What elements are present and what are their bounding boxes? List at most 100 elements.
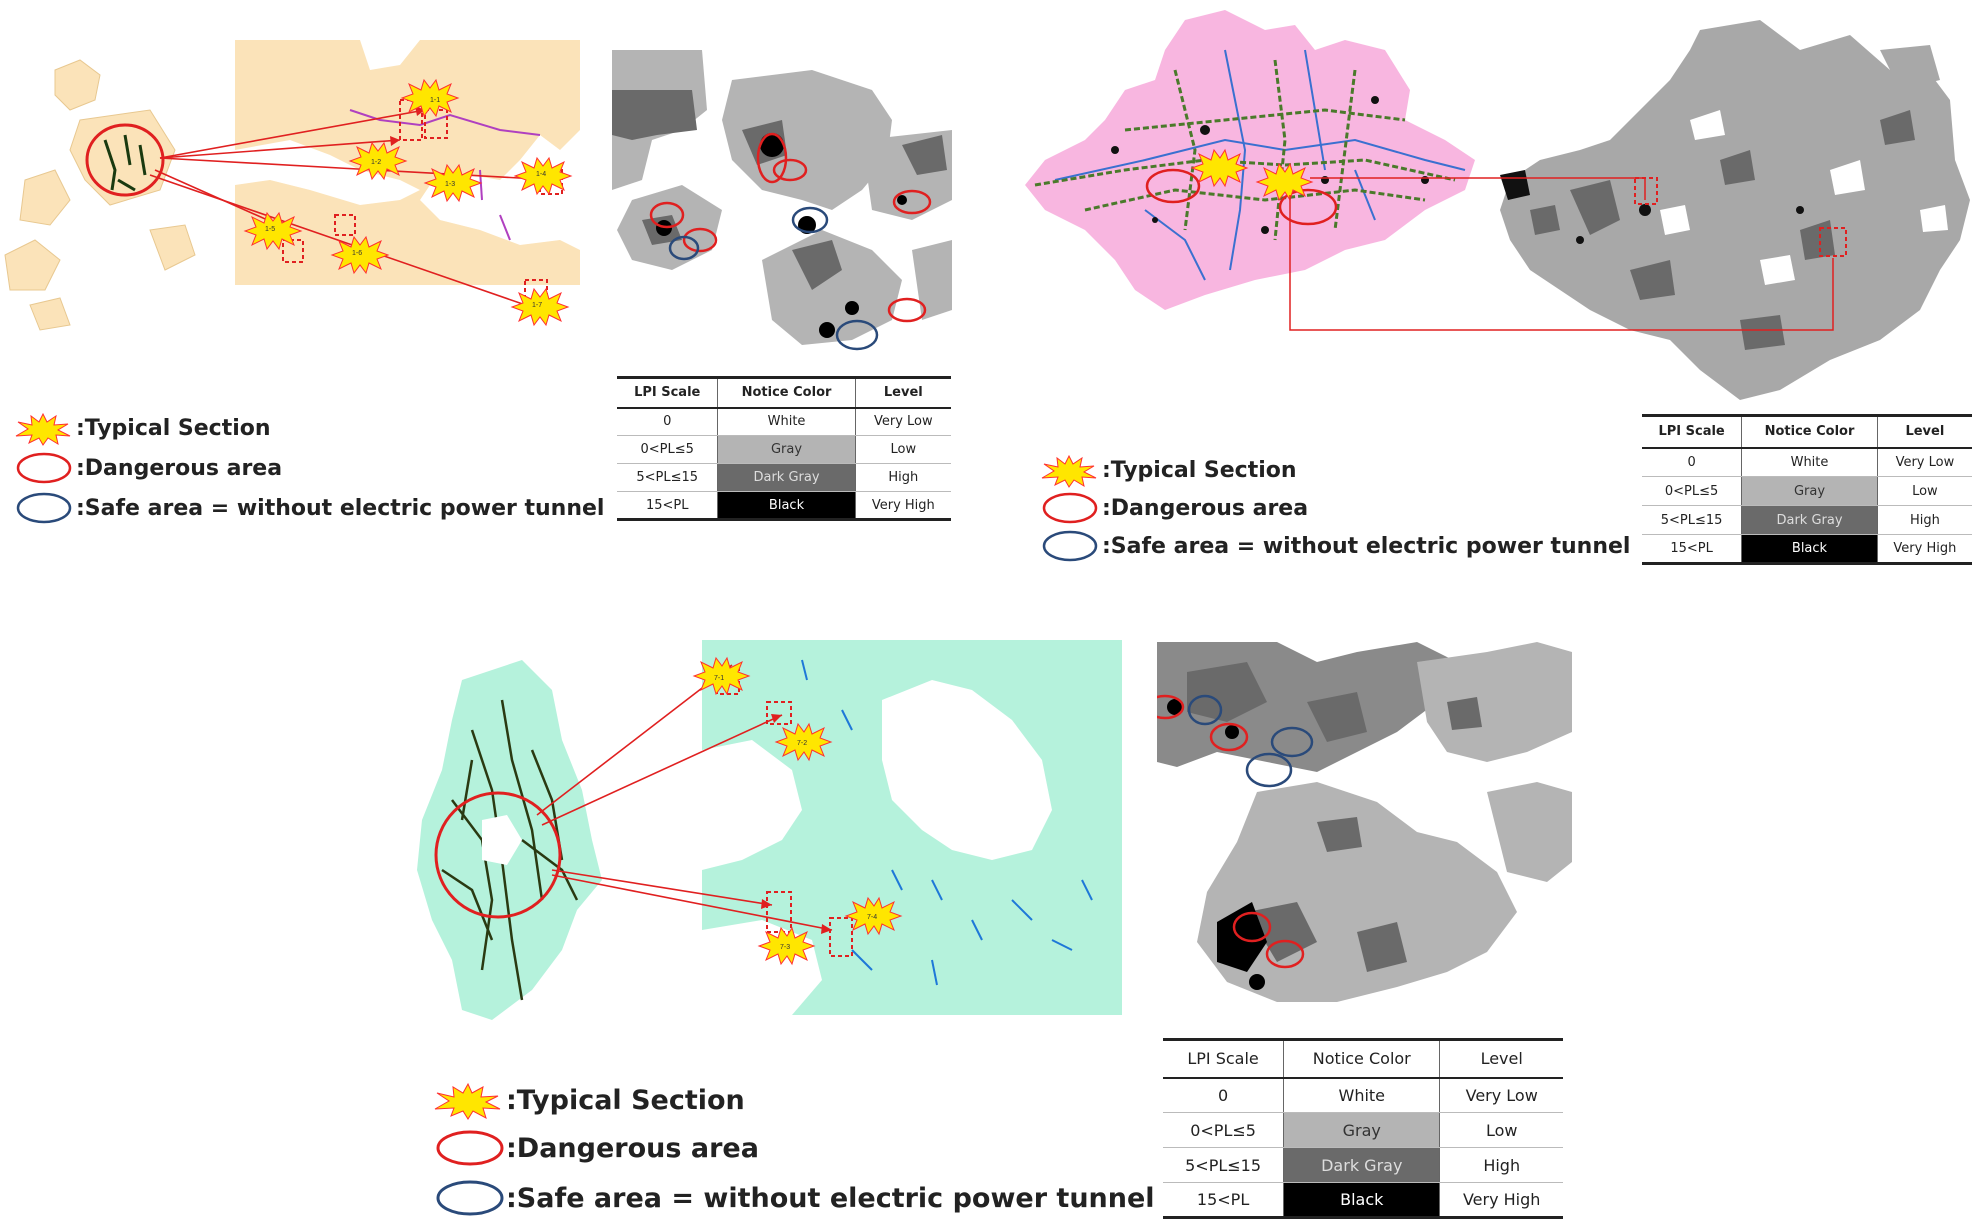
svg-text:1-4: 1-4 <box>536 171 546 178</box>
svg-text:1-2: 1-2 <box>371 159 381 166</box>
overview-island <box>19 169 71 226</box>
lpi-header-level: Level <box>1439 1038 1563 1079</box>
legend-label-dangerous-area: :Dangerous area <box>506 1132 759 1164</box>
lpi-level-cell: Very High <box>854 491 951 521</box>
legend-panel-2: :Typical Section :Dangerous area :Safe a… <box>1038 452 1630 572</box>
lpi-scale-cell: 5<PL≤15 <box>1642 505 1742 535</box>
lpi-color-cell: Gray <box>1283 1112 1440 1148</box>
legend-panel-3: :Typical Section :Dangerous area :Safe a… <box>430 1080 1155 1225</box>
lpi-map-panel-1 <box>612 50 952 355</box>
lpi-level-cell: Low <box>854 435 951 464</box>
typical-section-star: 7-1 <box>692 656 751 696</box>
legend-label-safe-area: :Safe area = without electric power tunn… <box>1102 533 1631 559</box>
lpi-scale-cell: 0<PL≤5 <box>617 435 718 464</box>
lpi-level-cell: High <box>1876 505 1972 535</box>
lpi-header-level: Level <box>854 376 951 409</box>
legend-label-typical-section: :Typical Section <box>76 415 271 441</box>
lpi-color-cell: Dark Gray <box>717 463 856 492</box>
table-row: 5<PL≤15 Dark Gray High <box>1163 1147 1563 1183</box>
lpi-scale-cell: 0 <box>1642 447 1742 477</box>
overview-island <box>4 239 61 291</box>
zoom-map-coast <box>702 740 802 870</box>
map-panel-1: 1-1 1-2 1-3 1-4 1-5 1-6 1-7 <box>0 40 580 360</box>
lpi-level-cell: Low <box>1876 476 1972 506</box>
lpi-color-cell: Dark Gray <box>1741 505 1878 535</box>
lpi-scale-cell: 15<PL <box>1163 1182 1284 1219</box>
lpi-level-cell: Very Low <box>1876 447 1972 477</box>
svg-text:1-5: 1-5 <box>265 226 275 233</box>
table-row: 0 White Very Low <box>617 407 951 436</box>
lpi-color-cell: Gray <box>1741 476 1878 506</box>
city-map-land <box>1025 10 1475 310</box>
lpi-scale-cell: 5<PL≤15 <box>617 463 718 492</box>
svg-text:1-1: 1-1 <box>430 97 440 104</box>
svg-text:7-1: 7-1 <box>714 675 724 682</box>
overview-island <box>149 224 196 271</box>
lpi-color-cell: White <box>1741 447 1878 477</box>
lpi-map-panel-3 <box>1157 642 1572 1017</box>
lpi-color-cell: Gray <box>717 435 856 464</box>
typical-section-box <box>282 239 304 263</box>
table-row: 0 White Very Low <box>1163 1077 1563 1113</box>
legend-panel-1: :Typical Section :Dangerous area :Safe a… <box>12 410 604 530</box>
lpi-color-cell: Black <box>1283 1182 1440 1219</box>
dangerous-area-icon <box>1042 492 1098 524</box>
lpi-header-color: Notice Color <box>1741 414 1878 449</box>
table-row: 0<PL≤5 Gray Low <box>1642 476 1972 506</box>
typical-section-star: 7-4 <box>844 896 903 936</box>
lpi-level-cell: High <box>1439 1147 1563 1183</box>
typical-section-star: 1-3 <box>423 163 483 203</box>
lpi-level-cell: Low <box>1439 1112 1563 1148</box>
lpi-table-1: LPI Scale Notice Color Level 0 White Ver… <box>617 376 951 521</box>
lpi-scale-cell: 15<PL <box>1642 534 1742 565</box>
typical-section-star: 1-5 <box>243 211 303 251</box>
map-panel-3: 7-1 7-2 7-3 7-4 <box>412 640 1122 1030</box>
svg-text:7-4: 7-4 <box>867 914 877 921</box>
dangerous-area-circle <box>887 297 927 323</box>
lpi-level-cell: High <box>854 463 951 492</box>
dangerous-area-circle <box>1157 694 1185 720</box>
typical-section-star: 1-7 <box>510 287 570 327</box>
typical-section-star: 1-6 <box>330 235 390 275</box>
lpi-header-color: Notice Color <box>717 376 856 409</box>
typical-section-star: 1-4 <box>513 156 573 196</box>
zoom-map-land <box>235 40 580 285</box>
table-row: 15<PL Black Very High <box>1163 1182 1563 1219</box>
dangerous-area-icon <box>436 1130 504 1166</box>
dangerous-area-circle <box>434 791 562 919</box>
typical-section-box <box>766 701 792 725</box>
map-panel-2 <box>1025 10 1485 330</box>
safe-area-circle <box>1245 752 1293 788</box>
safe-area-circle <box>668 235 700 261</box>
safe-area-circle <box>835 319 879 351</box>
typical-section-star-icon <box>434 1082 501 1120</box>
lpi-color-cell: Black <box>1741 534 1878 565</box>
lpi-color-cell: Black <box>717 491 856 521</box>
lpi-color-cell: White <box>717 407 856 436</box>
zoom-map-water <box>235 140 420 205</box>
dangerous-area-circle <box>892 189 932 215</box>
dangerous-area-circle <box>649 201 685 229</box>
lpi-map-panel-2 <box>1500 10 1975 410</box>
lpi-header-scale: LPI Scale <box>1163 1038 1284 1079</box>
svg-text:1-7: 1-7 <box>532 302 542 309</box>
table-row: 0 White Very Low <box>1642 447 1972 477</box>
dangerous-area-circle <box>682 227 718 253</box>
safe-area-circle <box>791 206 829 234</box>
lpi-scale-cell: 0 <box>1163 1077 1284 1113</box>
table-row: 15<PL Black Very High <box>1642 534 1972 565</box>
typical-section-star: 1-2 <box>348 141 408 181</box>
legend-label-dangerous-area: :Dangerous area <box>1102 495 1309 521</box>
zoom-map-inland <box>882 680 1052 860</box>
svg-text:7-3: 7-3 <box>780 944 790 951</box>
table-row: 0<PL≤5 Gray Low <box>617 435 951 464</box>
svg-text:1-6: 1-6 <box>352 250 362 257</box>
lpi-header-scale: LPI Scale <box>1642 414 1742 449</box>
table-row: 0<PL≤5 Gray Low <box>1163 1112 1563 1148</box>
typical-section-star: 7-3 <box>757 926 816 966</box>
typical-section-star-icon <box>1041 454 1097 488</box>
lpi-scale-cell: 0 <box>617 407 718 436</box>
lpi-header-color: Notice Color <box>1283 1038 1440 1079</box>
safe-area-icon <box>16 492 72 524</box>
dangerous-area-circle <box>1145 168 1201 204</box>
